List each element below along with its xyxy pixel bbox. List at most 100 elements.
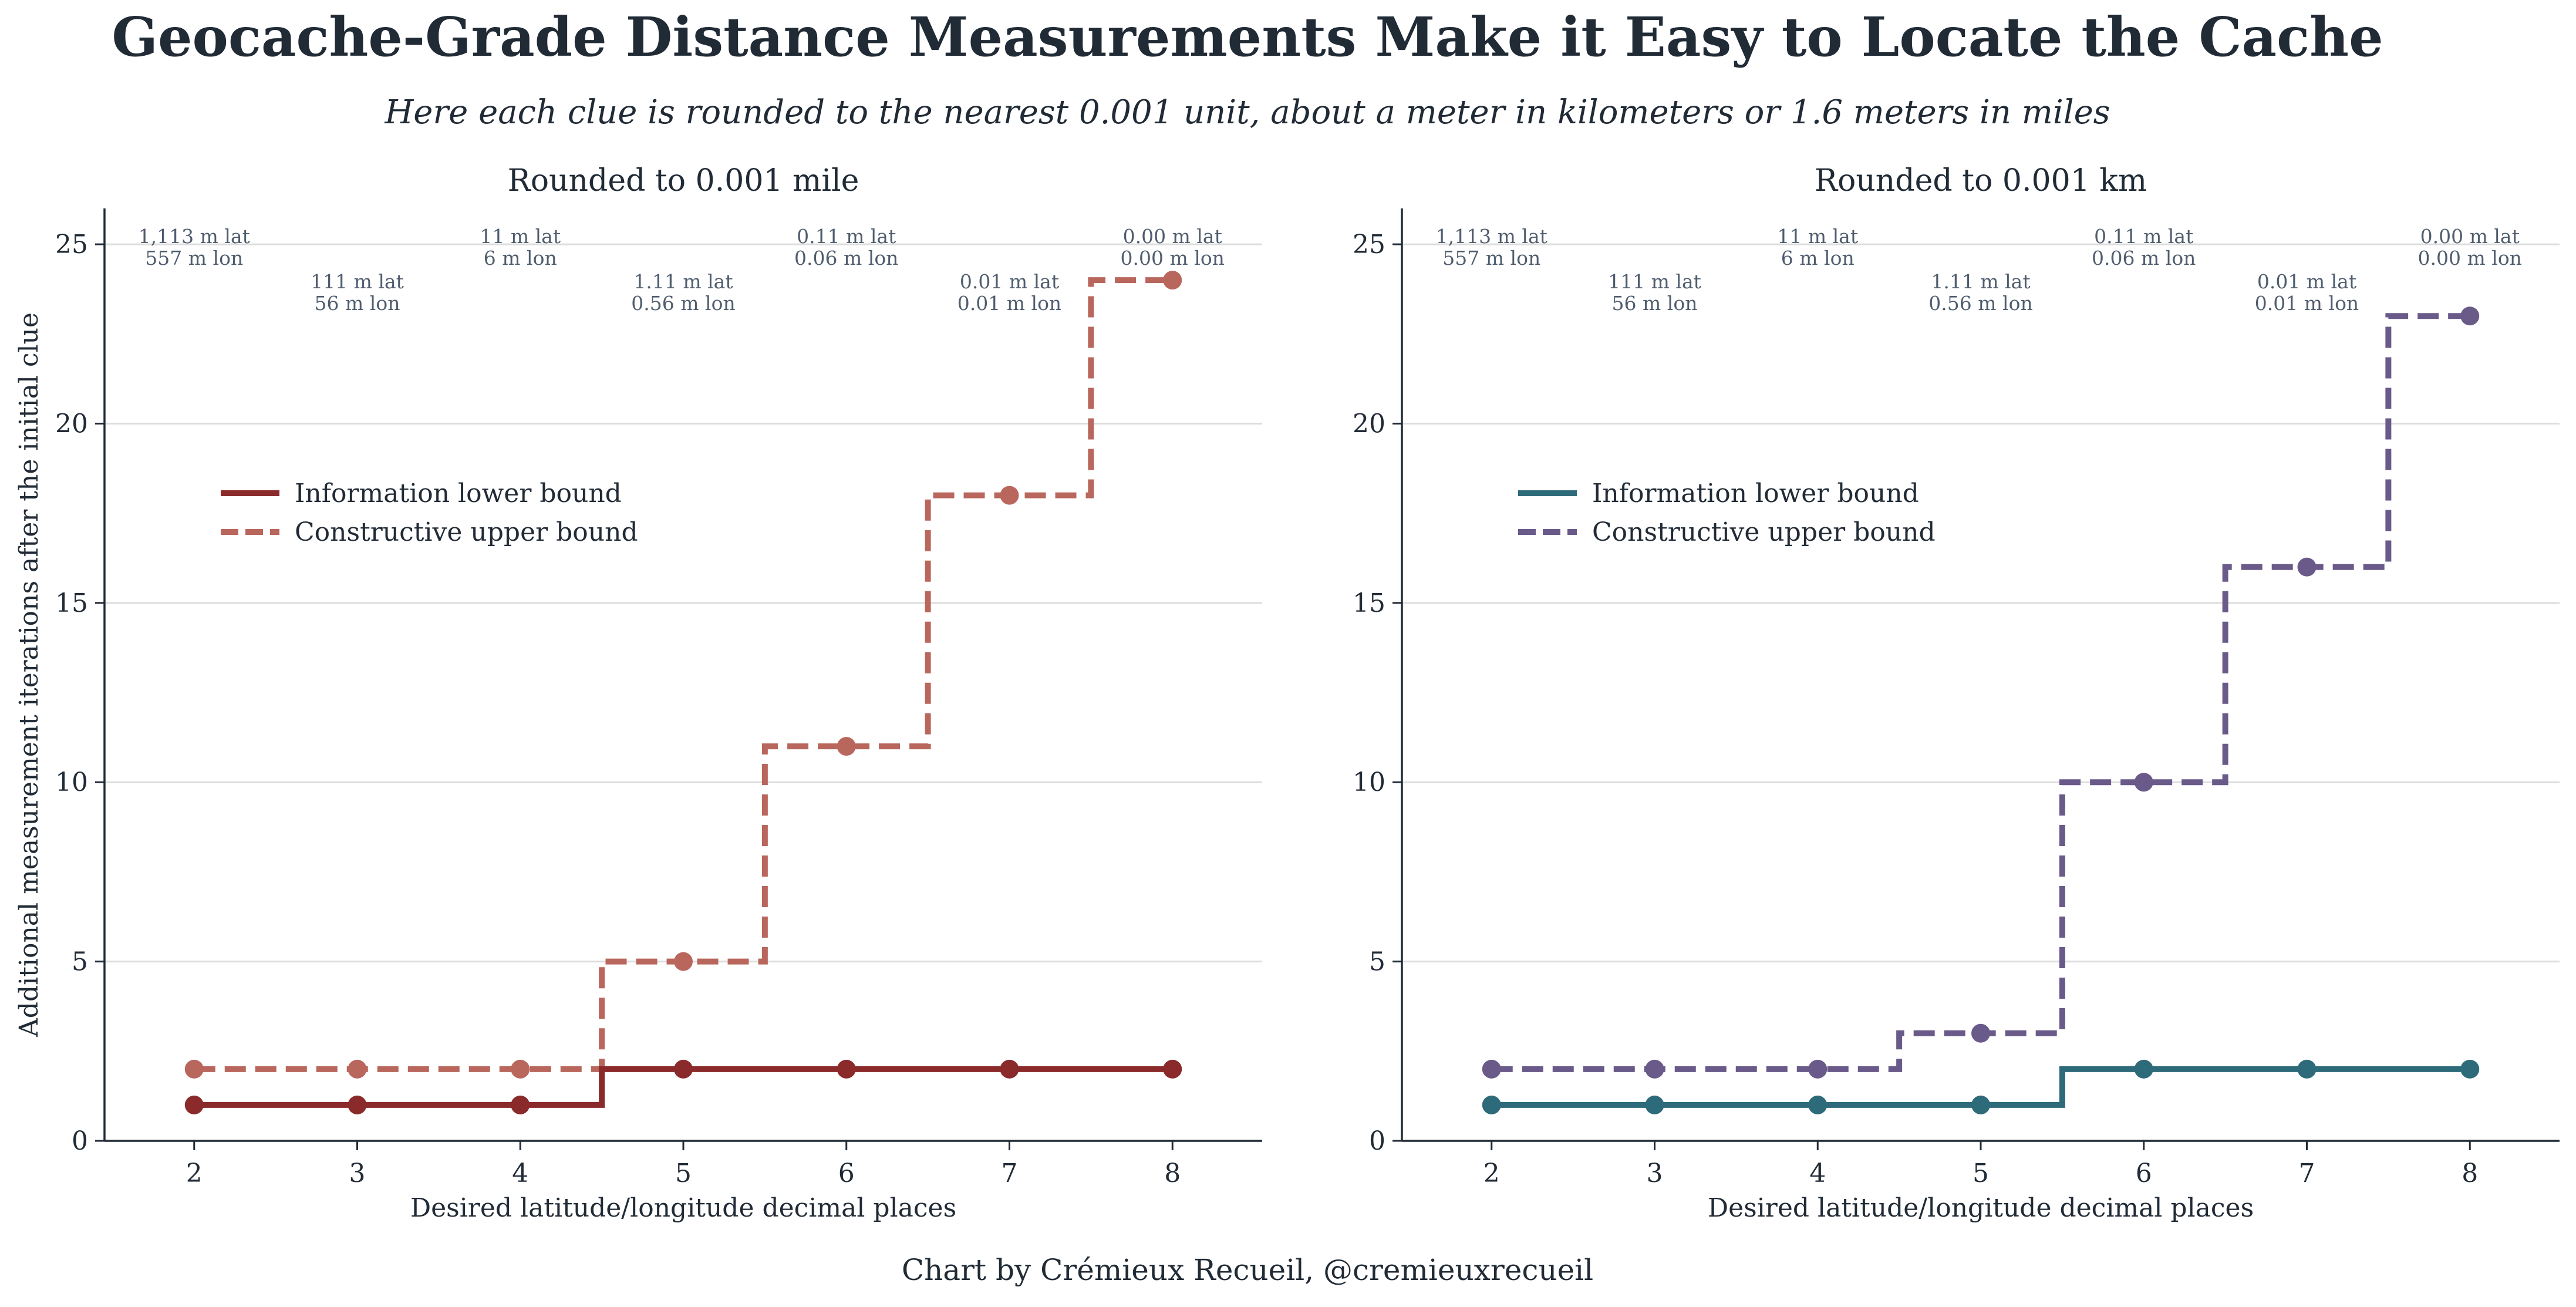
annotation-lat: 1.11 m lat <box>633 270 733 293</box>
data-point <box>2134 1059 2153 1079</box>
annotation-lon: 0.00 m lon <box>2418 247 2522 270</box>
y-tick-label: 25 <box>55 230 88 260</box>
annotation-lat: 1,113 m lat <box>139 225 250 248</box>
y-tick-label: 20 <box>1353 409 1385 439</box>
figure-title: Geocache-Grade Distance Measurements Mak… <box>112 5 2383 69</box>
annotation-lat: 0.11 m lat <box>2094 225 2193 248</box>
data-point <box>1645 1095 1664 1114</box>
x-tick-label: 2 <box>1483 1158 1500 1188</box>
series-line-lower-bound <box>194 1066 1173 1108</box>
annotation-lon: 0.01 m lon <box>2255 292 2359 315</box>
y-tick-label: 20 <box>55 409 88 439</box>
y-tick-label: 15 <box>1353 588 1385 618</box>
annotation-lat: 0.11 m lat <box>797 225 896 248</box>
data-point <box>1163 271 1182 290</box>
data-point <box>1482 1095 1501 1114</box>
data-point <box>348 1095 367 1114</box>
chart-credit: Chart by Crémieux Recueil, @cremieuxrecu… <box>902 1253 1593 1287</box>
annotation-lon: 0.00 m lon <box>1121 247 1225 270</box>
annotation-lat: 111 m lat <box>311 270 404 293</box>
y-tick-label: 0 <box>1369 1126 1385 1156</box>
annotation-lon: 0.06 m lon <box>2092 247 2196 270</box>
x-tick-label: 6 <box>838 1158 855 1188</box>
annotation-lon: 56 m lon <box>1612 292 1698 315</box>
data-point <box>348 1059 367 1079</box>
data-point <box>1000 1059 1019 1079</box>
annotation-lat: 11 m lat <box>480 225 561 248</box>
y-tick-label: 15 <box>55 588 88 618</box>
data-point <box>1163 1059 1182 1079</box>
annotation-lat: 0.00 m lat <box>1123 225 1222 248</box>
x-tick-label: 2 <box>186 1158 203 1188</box>
data-point <box>2297 1059 2317 1079</box>
x-tick-label: 3 <box>1647 1158 1663 1188</box>
x-axis-label: Desired latitude/longitude decimal place… <box>410 1193 956 1223</box>
annotation-lon: 0.56 m lon <box>1928 292 2032 315</box>
panel-title: Rounded to 0.001 mile <box>508 163 859 198</box>
y-tick-label: 5 <box>1369 947 1385 977</box>
annotation-lat: 0.01 m lat <box>960 270 1059 293</box>
data-point <box>184 1095 204 1114</box>
data-point <box>837 1059 856 1079</box>
series-line-upper-bound <box>1491 313 2470 1072</box>
annotation-lon: 0.06 m lon <box>794 247 898 270</box>
data-point <box>2460 1059 2480 1079</box>
annotation-lat: 0.01 m lat <box>2257 270 2356 293</box>
data-point <box>674 952 693 971</box>
legend-label: Information lower bound <box>1592 479 1919 508</box>
x-tick-label: 8 <box>1164 1158 1181 1188</box>
data-point <box>1645 1059 1664 1079</box>
data-point <box>1482 1059 1501 1079</box>
panel-left: 0 5 10 15 20 25 2 3 4 5 6 7 8 Rounded to 0.001 mile De… <box>14 163 1262 1223</box>
y-tick-label: 0 <box>72 1126 88 1156</box>
data-point <box>837 737 856 756</box>
data-point <box>2134 773 2153 792</box>
x-axis-label: Desired latitude/longitude decimal place… <box>1708 1193 2254 1223</box>
data-point <box>1971 1095 1990 1114</box>
annotation-lat: 1.11 m lat <box>1931 270 2030 293</box>
legend-label: Constructive upper bound <box>295 517 638 547</box>
x-tick-label: 5 <box>1973 1158 1989 1188</box>
y-tick-label: 10 <box>1353 767 1385 797</box>
annotation-lon: 557 m lon <box>145 247 243 270</box>
annotation-lat: 111 m lat <box>1608 270 1701 293</box>
annotation-lat: 0.00 m lat <box>2420 225 2520 248</box>
annotation-lon: 56 m lon <box>315 292 400 315</box>
annotation-lat: 11 m lat <box>1777 225 1858 248</box>
x-tick-label: 3 <box>349 1158 366 1188</box>
data-point <box>511 1059 530 1079</box>
annotation-lon: 557 m lon <box>1442 247 1540 270</box>
series-line-upper-bound <box>194 277 1173 1072</box>
series-line-lower-bound <box>1491 1066 2470 1108</box>
legend-label: Information lower bound <box>295 479 622 508</box>
data-point <box>2297 557 2317 577</box>
data-point <box>2460 306 2480 326</box>
data-point <box>1971 1023 1990 1043</box>
figure-subtitle: Here each clue is rounded to the nearest… <box>384 93 2110 132</box>
legend-label: Constructive upper bound <box>1592 517 1936 547</box>
x-tick-label: 7 <box>2298 1158 2315 1188</box>
annotation-lon: 0.01 m lon <box>957 292 1061 315</box>
annotation-lon: 6 m lon <box>484 247 557 270</box>
panel-right: 0 5 10 15 20 25 2 3 4 5 6 7 8 Rounded to 0.001 km Desi… <box>1353 163 2560 1223</box>
annotation-lon: 6 m lon <box>1781 247 1855 270</box>
y-tick-label: 10 <box>55 767 88 797</box>
x-tick-label: 7 <box>1001 1158 1017 1188</box>
x-tick-label: 5 <box>675 1158 692 1188</box>
x-tick-label: 4 <box>512 1158 528 1188</box>
y-axis-label: Additional measurement iterations after … <box>14 312 44 1037</box>
data-point <box>184 1059 204 1079</box>
x-tick-label: 8 <box>2462 1158 2478 1188</box>
annotation-lon: 0.56 m lon <box>631 292 735 315</box>
y-tick-label: 5 <box>72 947 88 977</box>
data-point <box>674 1059 693 1079</box>
data-point <box>1808 1095 1828 1114</box>
x-tick-label: 4 <box>1809 1158 1826 1188</box>
data-point <box>511 1095 530 1114</box>
panel-title: Rounded to 0.001 km <box>1815 163 2147 198</box>
x-tick-label: 6 <box>2136 1158 2152 1188</box>
y-tick-label: 25 <box>1353 230 1385 260</box>
data-point <box>1808 1059 1828 1079</box>
